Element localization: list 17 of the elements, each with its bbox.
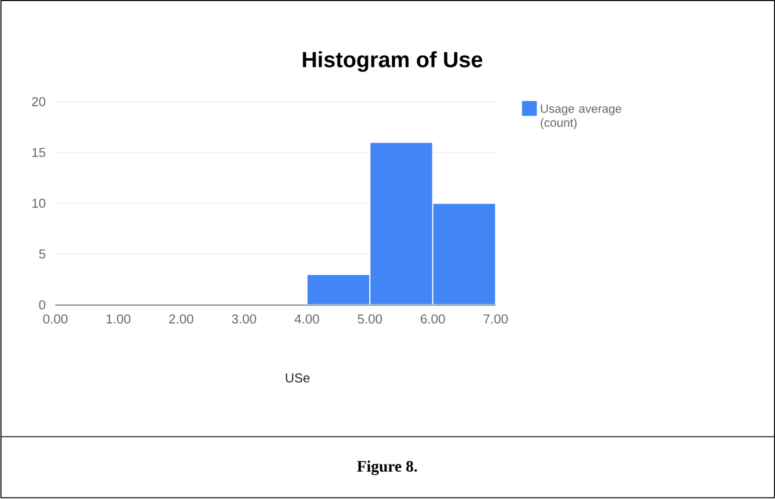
x-tick-label: 7.00 [484,314,508,324]
y-tick-label: 10 [32,198,46,208]
caption: Figure 8. [357,460,417,476]
x-tick-label: 4.00 [294,314,320,324]
x-tick-label: 2.00 [169,314,194,324]
y-tick-label: 5 [39,250,46,259]
x-tick-label: 0.00 [43,314,68,324]
x-tick-label: 1.00 [106,314,130,324]
x-tick-label: 5.00 [358,314,382,324]
y-tick-label: 20 [32,97,46,106]
y-tick-label: 0 [39,300,46,310]
legend-label: Usage average (count) [540,104,622,130]
y-tick-label: 15 [32,148,46,158]
x-axis-title: USe [286,373,310,383]
x-tick-label: 6.00 [420,314,445,324]
chart-title: Histogram of Use [302,51,482,72]
x-tick-label: 3.00 [232,314,256,324]
